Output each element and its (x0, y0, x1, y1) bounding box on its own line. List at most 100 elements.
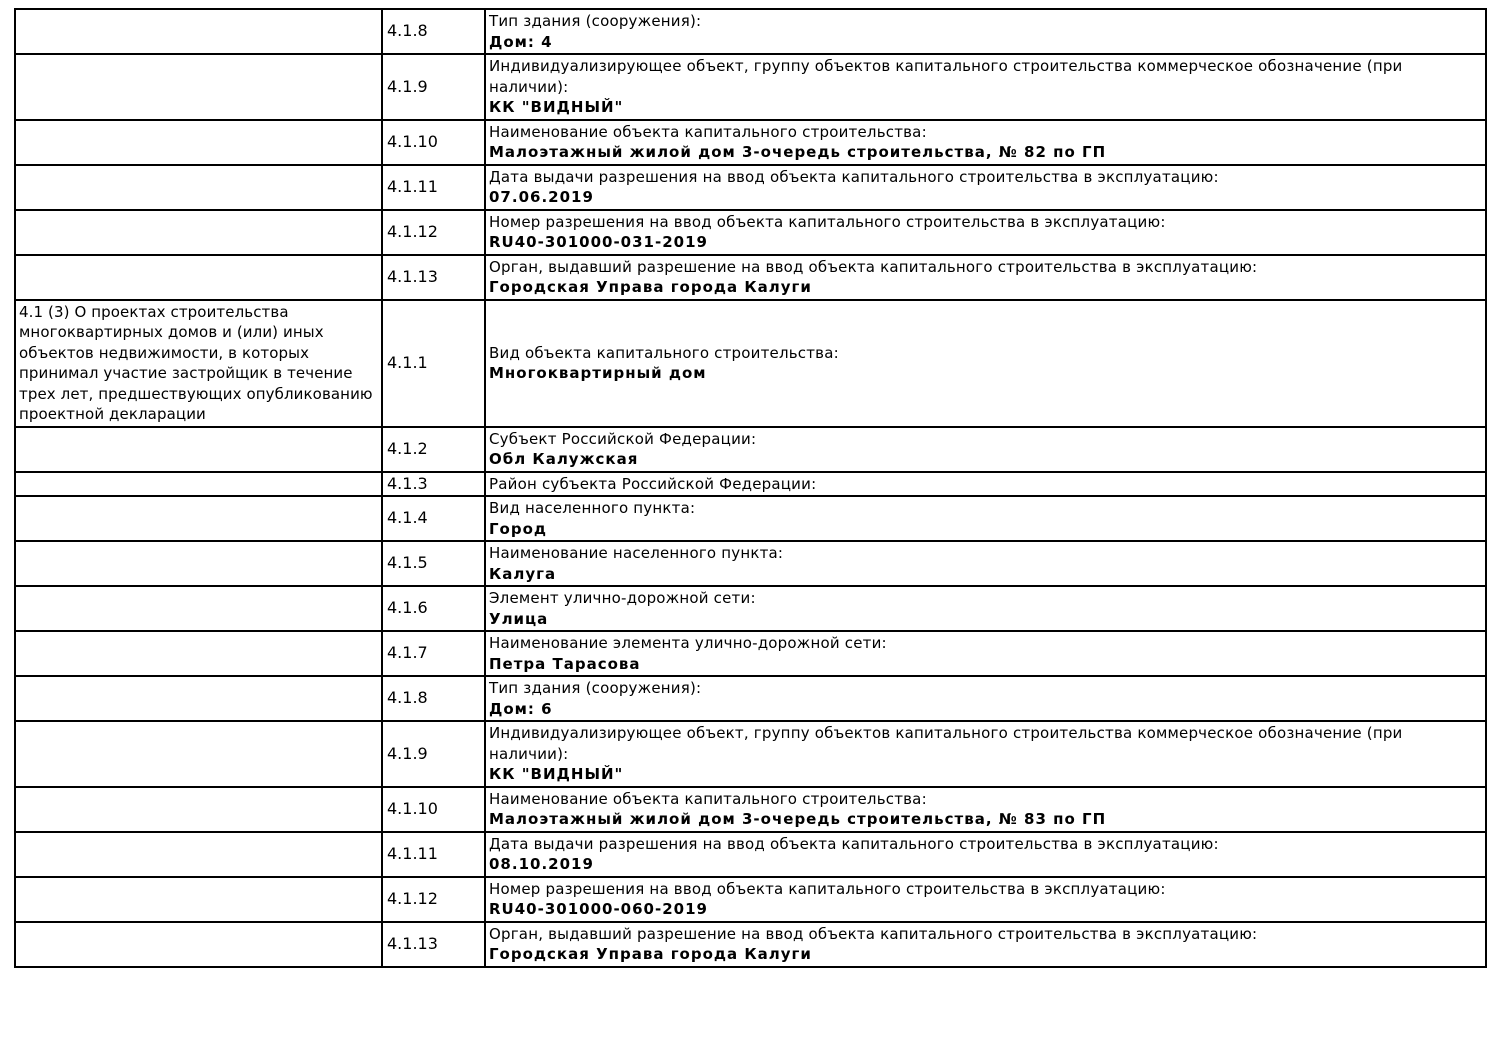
field-value: Дом: 4 (489, 32, 553, 51)
section-cell (14, 540, 383, 587)
table-body: 4.1.8 Тип здания (сооружения): Дом: 4 4.… (14, 8, 1487, 968)
item-content-cell: Индивидуализирующее объект, группу объек… (484, 53, 1487, 121)
section-cell (14, 495, 383, 542)
field-value: КК "ВИДНЫЙ" (489, 98, 624, 116)
item-number-cell: 4.1.9 (381, 53, 486, 121)
item-content-cell: Орган, выдавший разрешение на ввод объек… (484, 253, 1487, 301)
section-cell (14, 8, 383, 55)
field-value: 08.10.2019 (489, 855, 594, 873)
item-content-cell: Номер разрешения на ввод объекта капитал… (484, 875, 1487, 923)
field-value: Малоэтажный жилой дом 3-очередь строител… (489, 143, 1107, 161)
table-row: 4.1.12 Номер разрешения на ввод объекта … (14, 208, 1487, 256)
table-row: 4.1.13 Орган, выдавший разрешение на вво… (14, 253, 1487, 301)
table-row: 4.1.7 Наименование элемента улично-дорож… (14, 630, 1487, 677)
item-content-cell: Элемент улично-дорожной сети: Улица (484, 585, 1487, 632)
item-content-cell: Наименование населенного пункта: Калуга (484, 540, 1487, 587)
item-content-cell: Орган, выдавший разрешение на ввод объек… (484, 920, 1487, 968)
table-row: 4.1.9 Индивидуализирующее объект, группу… (14, 720, 1487, 788)
section-cell (14, 53, 383, 121)
section-cell: 4.1 (3) О проектах строительства многокв… (14, 298, 383, 428)
field-value: RU40-301000-060-2019 (489, 900, 708, 918)
item-content-cell: Дата выдачи разрешения на ввод объекта к… (484, 163, 1487, 211)
table-row: 4.1.3 Район субъекта Российской Федераци… (14, 470, 1487, 497)
table-row: 4.1.10 Наименование объекта капитального… (14, 118, 1487, 166)
table-row: 4.1.6 Элемент улично-дорожной сети: Улиц… (14, 585, 1487, 632)
field-value: Дом: 6 (489, 699, 553, 718)
table-row: 4.1.11 Дата выдачи разрешения на ввод об… (14, 163, 1487, 211)
item-number-cell: 4.1.8 (381, 8, 486, 55)
table-row: 4.1.2 Субъект Российской Федерации: Обл … (14, 425, 1487, 473)
item-number-cell: 4.1.2 (381, 425, 486, 473)
field-label: Район субъекта Российской Федерации: (489, 474, 817, 493)
section-cell (14, 875, 383, 923)
field-label: Вид объекта капитального строительства: (489, 343, 839, 362)
field-label: Наименование объекта капитального строит… (489, 122, 927, 141)
table-row: 4.1.11 Дата выдачи разрешения на ввод об… (14, 830, 1487, 878)
item-content-cell: Наименование элемента улично-дорожной се… (484, 630, 1487, 677)
item-content-cell: Дата выдачи разрешения на ввод объекта к… (484, 830, 1487, 878)
item-number-cell: 4.1.8 (381, 675, 486, 722)
table-row: 4.1.8 Тип здания (сооружения): Дом: 6 (14, 675, 1487, 722)
item-content-cell: Вид населенного пункта: Город (484, 495, 1487, 542)
section-cell (14, 675, 383, 722)
item-number-cell: 4.1.10 (381, 785, 486, 833)
field-value: КК "ВИДНЫЙ" (489, 765, 624, 783)
item-number-cell: 4.1.12 (381, 208, 486, 256)
field-label: Номер разрешения на ввод объекта капитал… (489, 212, 1166, 231)
item-number-cell: 4.1.5 (381, 540, 486, 587)
field-label: Субъект Российской Федерации: (489, 429, 757, 448)
item-content-cell: Индивидуализирующее объект, группу объек… (484, 720, 1487, 788)
item-number-cell: 4.1.7 (381, 630, 486, 677)
field-value: Калуга (489, 564, 557, 583)
section-cell (14, 720, 383, 788)
field-label: Индивидуализирующее объект, группу объек… (489, 57, 1403, 96)
table-row: 4.1.4 Вид населенного пункта: Город (14, 495, 1487, 542)
section-cell (14, 830, 383, 878)
item-number-cell: 4.1.13 (381, 920, 486, 968)
table-row: 4.1 (3) О проектах строительства многокв… (14, 298, 1487, 428)
section-cell (14, 163, 383, 211)
table-row: 4.1.5 Наименование населенного пункта: К… (14, 540, 1487, 587)
declaration-table: 4.1.8 Тип здания (сооружения): Дом: 4 4.… (14, 8, 1487, 968)
item-content-cell: Номер разрешения на ввод объекта капитал… (484, 208, 1487, 256)
field-label: Номер разрешения на ввод объекта капитал… (489, 879, 1166, 898)
field-value: Улица (489, 609, 549, 628)
field-value: 07.06.2019 (489, 188, 594, 206)
item-number-cell: 4.1.3 (381, 470, 486, 497)
item-number-cell: 4.1.9 (381, 720, 486, 788)
section-cell (14, 425, 383, 473)
item-number-cell: 4.1.10 (381, 118, 486, 166)
item-number-cell: 4.1.12 (381, 875, 486, 923)
section-cell (14, 785, 383, 833)
item-number-cell: 4.1.11 (381, 163, 486, 211)
item-number-cell: 4.1.1 (381, 298, 486, 428)
table-row: 4.1.12 Номер разрешения на ввод объекта … (14, 875, 1487, 923)
field-label: Тип здания (сооружения): (489, 12, 702, 30)
item-content-cell: Наименование объекта капитального строит… (484, 785, 1487, 833)
field-label: Тип здания (сооружения): (489, 679, 702, 697)
field-label: Индивидуализирующее объект, группу объек… (489, 724, 1403, 763)
item-content-cell: Субъект Российской Федерации: Обл Калужс… (484, 425, 1487, 473)
field-label: Дата выдачи разрешения на ввод объекта к… (489, 834, 1219, 853)
field-label: Орган, выдавший разрешение на ввод объек… (489, 924, 1258, 943)
field-value: Город (489, 519, 548, 538)
field-label: Наименование объекта капитального строит… (489, 789, 927, 808)
section-cell (14, 920, 383, 968)
field-value: Городская Управа города Калуги (489, 945, 812, 963)
field-value: Многоквартирный дом (489, 364, 707, 382)
field-value: Петра Тарасова (489, 654, 641, 673)
item-content-cell: Тип здания (сооружения): Дом: 6 (484, 675, 1487, 722)
item-number-cell: 4.1.11 (381, 830, 486, 878)
item-content-cell: Район субъекта Российской Федерации: (484, 470, 1487, 497)
field-label: Наименование населенного пункта: (489, 544, 784, 562)
item-content-cell: Вид объекта капитального строительства: … (484, 298, 1487, 428)
table-row: 4.1.13 Орган, выдавший разрешение на вво… (14, 920, 1487, 968)
table-row: 4.1.8 Тип здания (сооружения): Дом: 4 (14, 8, 1487, 55)
item-content-cell: Наименование объекта капитального строит… (484, 118, 1487, 166)
item-content-cell: Тип здания (сооружения): Дом: 4 (484, 8, 1487, 55)
item-number-cell: 4.1.6 (381, 585, 486, 632)
section-cell (14, 630, 383, 677)
item-number-cell: 4.1.13 (381, 253, 486, 301)
field-label: Элемент улично-дорожной сети: (489, 589, 756, 607)
field-label: Дата выдачи разрешения на ввод объекта к… (489, 167, 1219, 186)
